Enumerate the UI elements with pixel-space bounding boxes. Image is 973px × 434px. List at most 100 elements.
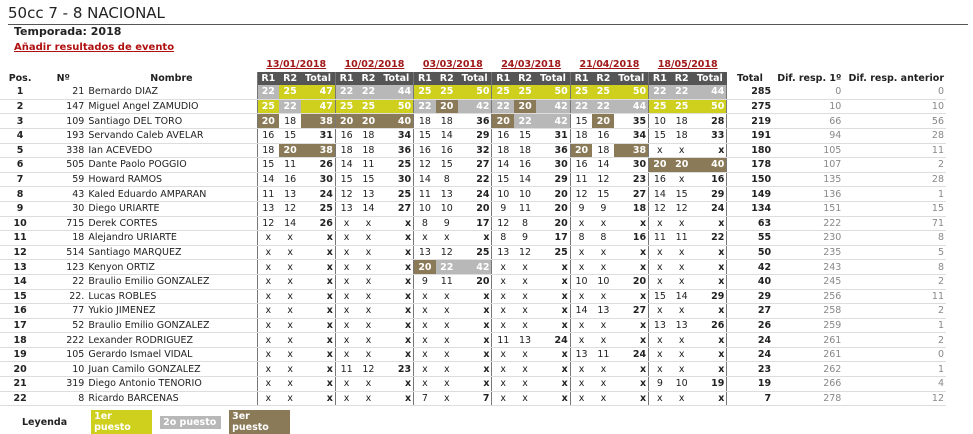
race-points: x	[491, 289, 515, 305]
race-points: 18	[670, 113, 693, 129]
position: 19	[0, 347, 41, 363]
position: 1	[0, 85, 41, 100]
name: Gerardo Ismael VIDAL	[86, 347, 258, 363]
event-total: x	[692, 143, 727, 159]
race-points: 22	[279, 99, 302, 115]
race-points: x	[413, 303, 436, 319]
number: 52	[40, 318, 87, 334]
diff-previous: 2	[843, 274, 946, 290]
race-points: x	[279, 318, 302, 334]
race-points: 18	[334, 143, 358, 159]
name: Kaled Eduardo AMPARAN	[86, 186, 258, 202]
add-results-link[interactable]: Añadir resultados de evento	[14, 42, 175, 53]
sub-header: Total	[301, 71, 336, 86]
race-points: x	[334, 332, 358, 348]
diff-first: 262	[773, 361, 844, 378]
race-points: x	[670, 361, 693, 378]
event-total: 29	[457, 128, 492, 144]
race-points: 10	[670, 376, 693, 392]
total: 150	[726, 172, 774, 188]
race-points: x	[256, 230, 280, 246]
race-points: 11	[569, 172, 593, 188]
position: 17	[0, 318, 41, 334]
number: 147	[40, 99, 87, 115]
race-points: x	[670, 216, 693, 232]
event-total: 47	[301, 99, 336, 115]
event-total: 50	[536, 85, 571, 100]
blank	[0, 58, 257, 72]
name: Santiago MARQUEZ	[86, 245, 258, 261]
diff-previous: 1	[843, 186, 946, 202]
race-points: x	[435, 332, 458, 348]
event-total: x	[614, 391, 649, 407]
race-points: x	[279, 332, 302, 348]
diff-previous: 28	[843, 128, 946, 144]
race-points: x	[648, 274, 671, 290]
event-total: 29	[692, 186, 727, 202]
row: 3 109 Santiago DEL TORO 20 18 38 20 20 40 18 18 36 2…	[0, 113, 946, 129]
race-points: 20	[279, 143, 302, 159]
race-points: x	[357, 289, 380, 305]
event-total: x	[614, 259, 649, 275]
race-points: 20	[491, 113, 515, 129]
event-total: x	[457, 318, 492, 334]
number: 193	[40, 128, 87, 144]
race-points: x	[256, 303, 280, 319]
event-total: x	[457, 230, 492, 246]
race-points: 18	[357, 128, 380, 144]
race-points: 9	[491, 201, 515, 217]
race-points: x	[435, 361, 458, 378]
race-points: 18	[670, 128, 693, 144]
sub-header: R2	[279, 71, 302, 86]
race-points: x	[357, 216, 380, 232]
event-total: 30	[301, 172, 336, 188]
diff-first: 107	[773, 157, 844, 173]
header-row: Pos. Nº Nombre R1 R2 Total R1 R2 Total R1 R2 Total R…	[0, 71, 946, 86]
position: 15	[0, 289, 41, 305]
event-total: x	[457, 289, 492, 305]
name: Braulio Emilio GONZALEZ	[86, 274, 258, 290]
event-total: x	[301, 303, 336, 319]
race-points: 11	[592, 347, 615, 363]
race-points: x	[357, 391, 380, 407]
sub-header: R1	[256, 71, 280, 86]
race-points: 13	[279, 186, 302, 202]
event-total: 17	[457, 216, 492, 232]
race-points: x	[569, 318, 593, 334]
position: 6	[0, 157, 41, 173]
event-total: 36	[457, 113, 492, 129]
event-total: x	[457, 332, 492, 348]
total: 50	[726, 245, 774, 261]
race-points: x	[256, 259, 280, 275]
race-points: x	[279, 245, 302, 261]
race-points: 14	[514, 172, 537, 188]
position: 3	[0, 113, 41, 129]
race-points: 22	[491, 99, 515, 115]
race-points: x	[334, 259, 358, 275]
sub-header: R2	[514, 71, 537, 86]
name: Ian ACEVEDO	[86, 143, 258, 159]
race-points: x	[670, 245, 693, 261]
race-points: 12	[670, 201, 693, 217]
event-total: 26	[301, 157, 336, 173]
position: 20	[0, 361, 41, 378]
race-points: 18	[491, 143, 515, 159]
race-points: 22	[413, 99, 436, 115]
event-total: 36	[379, 143, 414, 159]
race-points: x	[435, 391, 458, 407]
race-points: x	[592, 289, 615, 305]
diff-previous: 1	[843, 361, 946, 378]
name: Kenyon ORTIZ	[86, 259, 258, 275]
race-points: 18	[357, 143, 380, 159]
race-points: x	[491, 391, 515, 407]
race-points: 15	[592, 186, 615, 202]
race-points: x	[592, 376, 615, 392]
event-total: 22	[692, 230, 727, 246]
race-points: 22	[592, 99, 615, 115]
event-total: 23	[614, 172, 649, 188]
race-points: 8	[413, 216, 436, 232]
race-points: 22	[435, 259, 458, 275]
race-points: 25	[514, 85, 537, 100]
event-total: x	[614, 318, 649, 334]
event-total: 17	[536, 230, 571, 246]
